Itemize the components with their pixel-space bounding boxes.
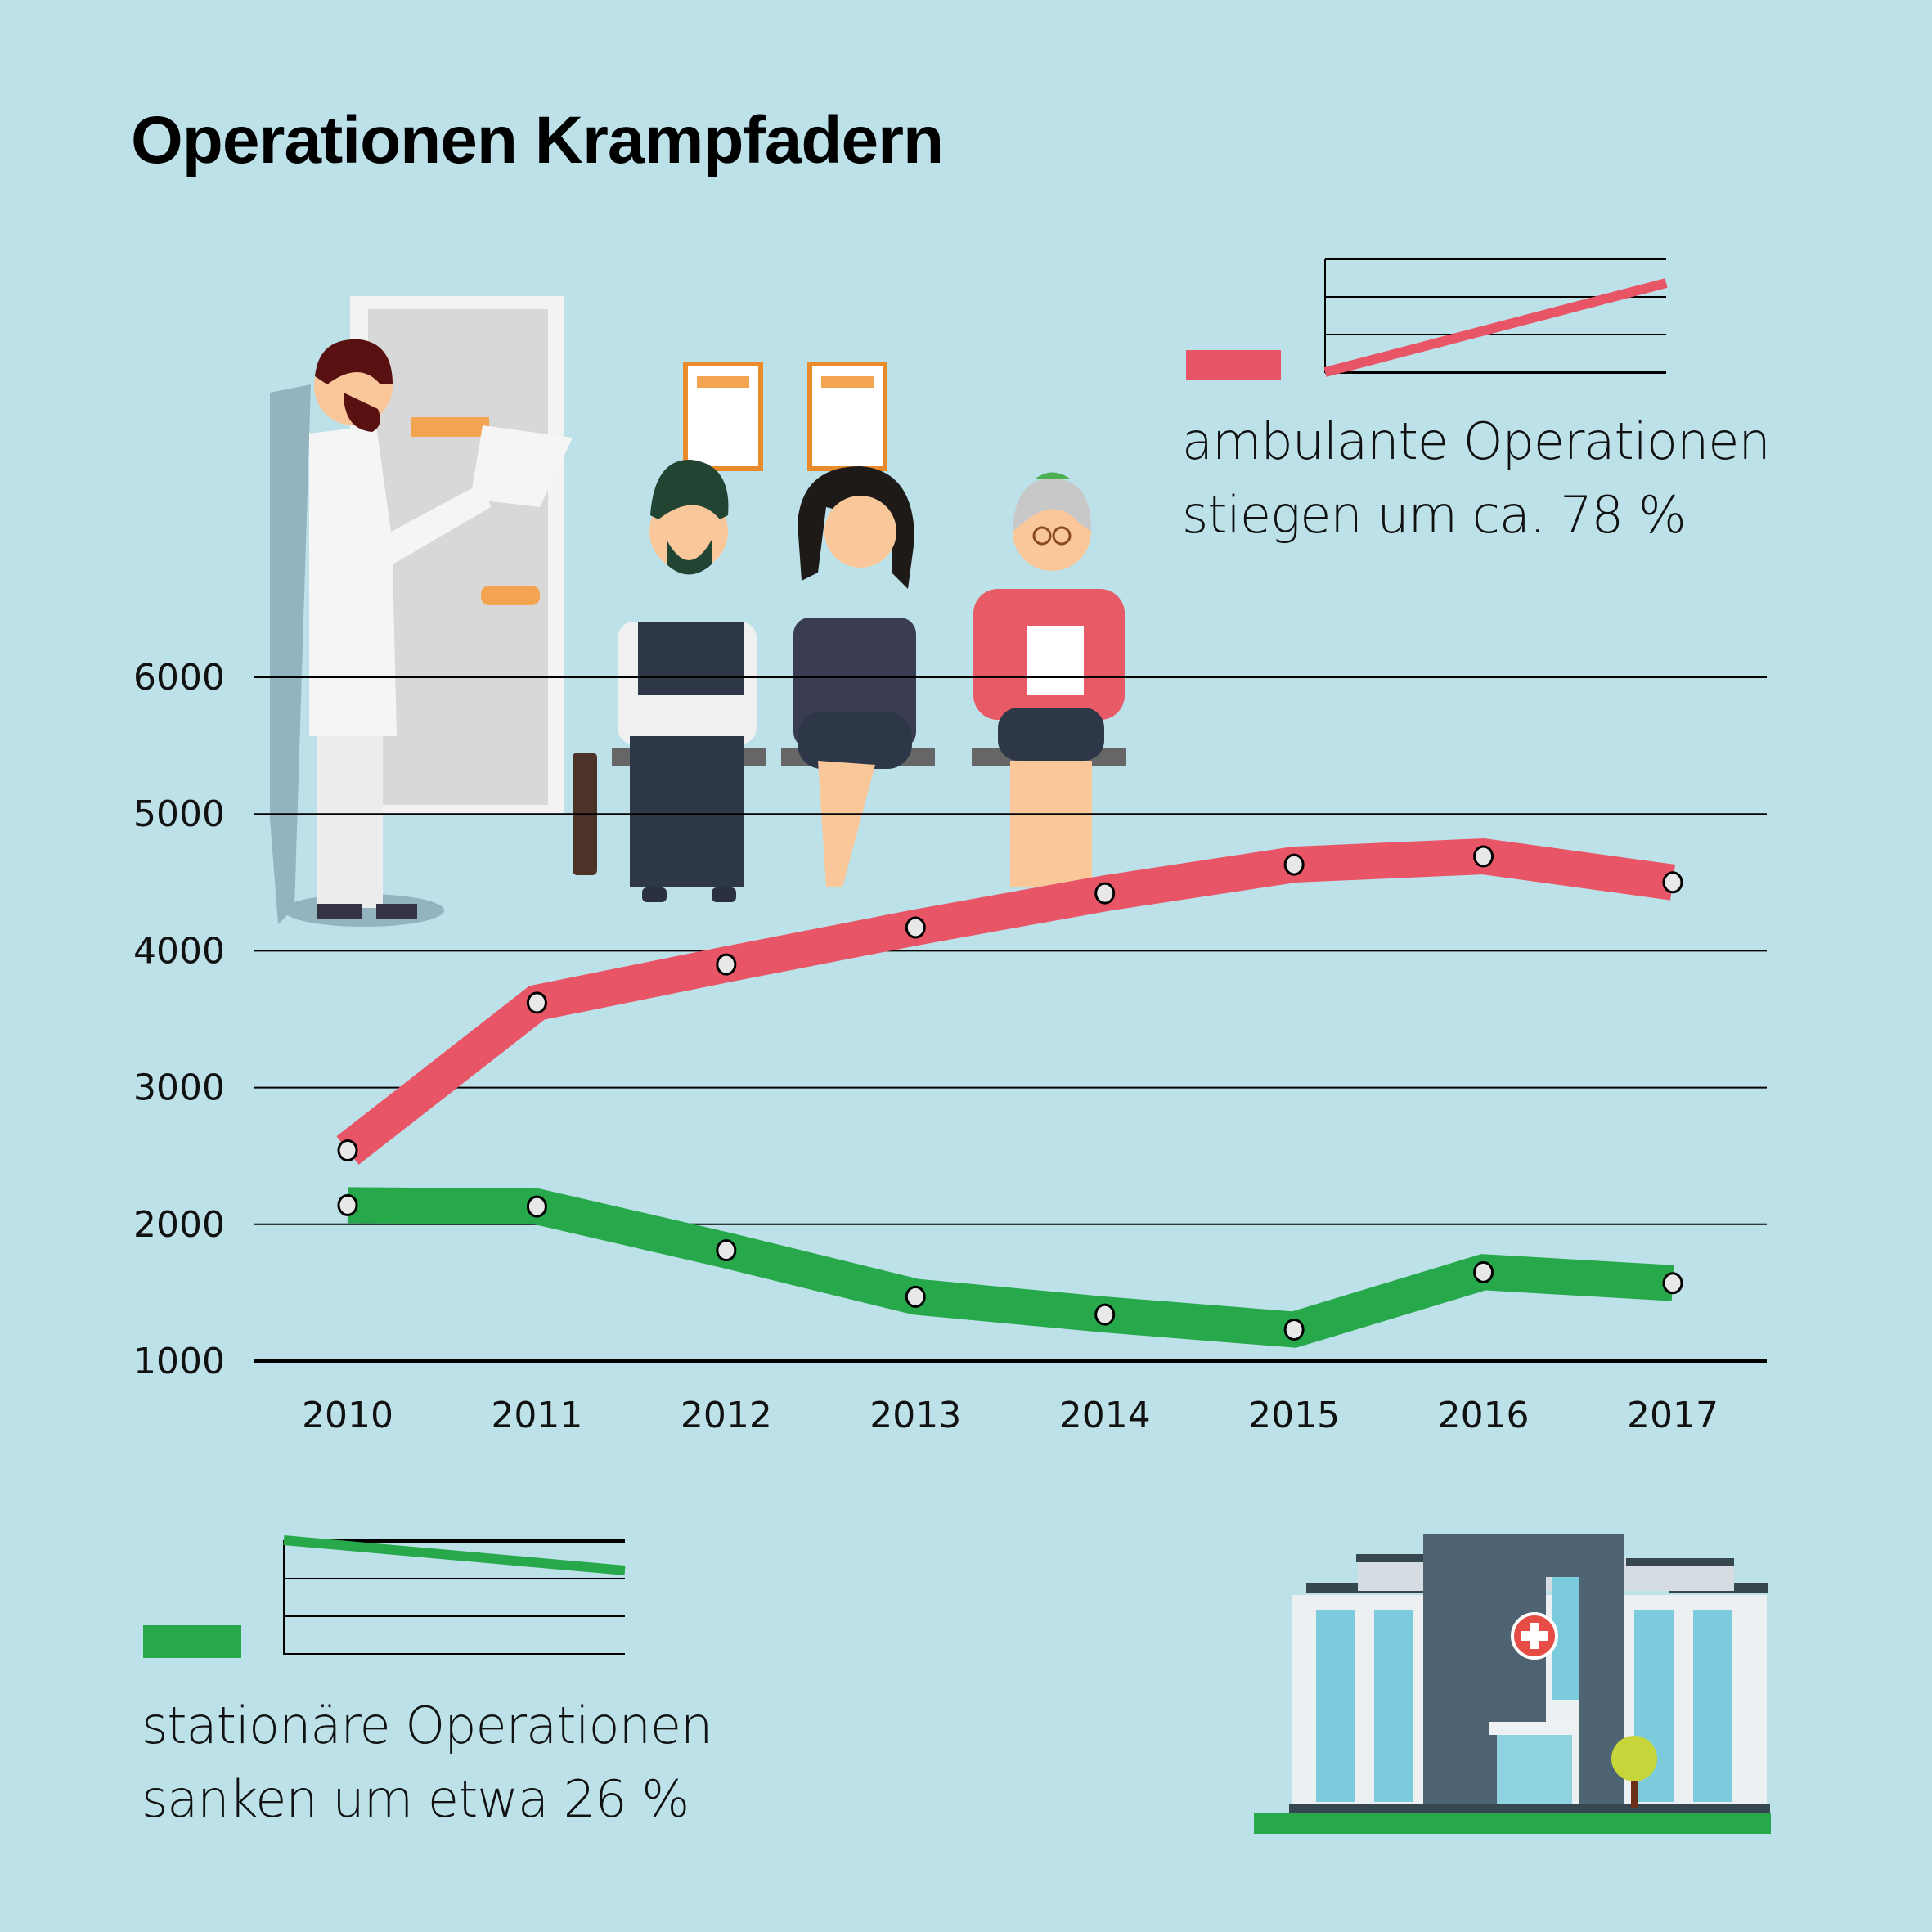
waiting-room-illustration (270, 296, 1126, 927)
annotation-ambulant-line-2: stiegen um ca. 78 % (1182, 485, 1687, 545)
x-axis: 2010 2011 2012 2013 2014 2015 2016 2017 (302, 1395, 1719, 1436)
y-tick-label: 4000 (133, 930, 225, 972)
data-point (1662, 1272, 1683, 1295)
annotation-stationaer: stationäre Operationen sanken um etwa 26… (142, 1689, 712, 1836)
data-point (905, 916, 926, 939)
tree (1611, 1736, 1657, 1781)
data-point (1473, 1260, 1494, 1283)
data-point (905, 1285, 926, 1308)
y-tick-label: 5000 (133, 793, 225, 835)
data-point (1473, 845, 1494, 868)
legend-swatch-stationaer (143, 1625, 241, 1658)
y-tick-label: 2000 (133, 1204, 225, 1246)
x-tick-label: 2011 (491, 1395, 582, 1436)
data-point (1662, 871, 1683, 894)
hospital-illustration (1254, 1534, 1771, 1834)
y-tick-label: 6000 (133, 657, 225, 699)
lawn (1254, 1813, 1771, 1834)
patient-elderly-woman (972, 472, 1126, 887)
legend-stationaer (143, 1535, 626, 1658)
annotation-stationaer-line-1: stationäre Operationen (142, 1696, 712, 1755)
annotation-ambulant: ambulante Operationen stiegen um ca. 78 … (1182, 405, 1771, 552)
patient-man (612, 459, 766, 902)
y-tick-label: 3000 (133, 1067, 225, 1109)
x-tick-label: 2017 (1627, 1395, 1719, 1436)
y-tick-label: 1000 (133, 1341, 225, 1382)
legend-ambulant (1186, 258, 1668, 380)
data-point (1094, 882, 1116, 905)
x-tick-label: 2010 (302, 1395, 393, 1436)
annotation-stationaer-line-2: sanken um etwa 26 % (142, 1769, 690, 1829)
legend-trend-stationaer (283, 1535, 626, 1575)
data-point (337, 1139, 358, 1162)
series-line (336, 838, 1675, 1165)
series-ambulant (336, 838, 1683, 1165)
chart-title: Operationen Krampfadern (131, 103, 944, 177)
door-handle (481, 586, 540, 605)
x-tick-label: 2014 (1059, 1395, 1151, 1436)
door-sign (411, 417, 489, 437)
series-stationaer (337, 1187, 1683, 1348)
annotation-ambulant-line-1: ambulante Operationen (1182, 411, 1771, 471)
data-point (1094, 1303, 1116, 1326)
x-tick-label: 2013 (869, 1395, 961, 1436)
patient-woman (781, 466, 935, 887)
data-point (716, 1239, 737, 1262)
gridlines (254, 676, 1767, 1363)
data-point (526, 1195, 547, 1218)
data-point (337, 1193, 358, 1216)
x-tick-label: 2012 (681, 1395, 772, 1436)
series-group (336, 838, 1683, 1348)
legend-trend-ambulant (1323, 278, 1668, 377)
data-point (716, 953, 737, 976)
x-tick-label: 2015 (1248, 1395, 1340, 1436)
data-point (1283, 853, 1305, 876)
x-tick-label: 2016 (1438, 1395, 1530, 1436)
y-axis: 6000 5000 4000 3000 2000 1000 (133, 657, 225, 1382)
data-point (1283, 1319, 1305, 1341)
legend-swatch-ambulant (1186, 350, 1281, 380)
data-point (526, 991, 547, 1014)
series-line (347, 1187, 1674, 1348)
